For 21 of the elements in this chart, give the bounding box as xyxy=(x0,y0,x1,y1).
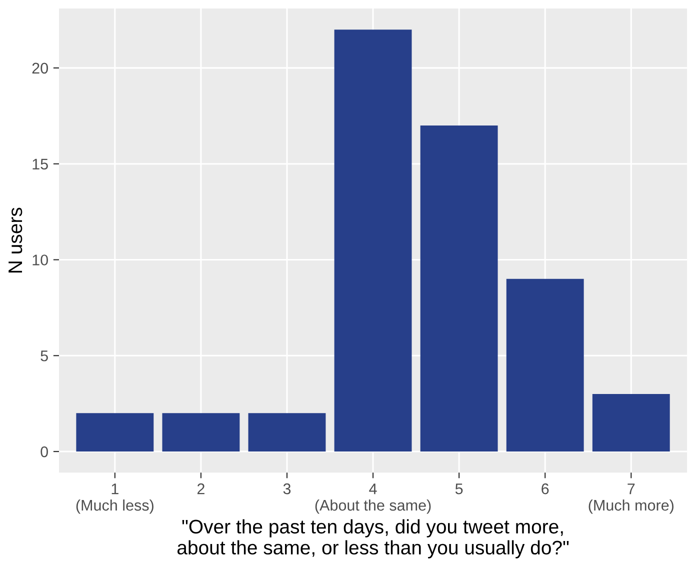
y-tick-label: 5 xyxy=(40,350,48,362)
x-tick-label: 3 xyxy=(283,483,291,494)
y-tick-label: 0 xyxy=(40,446,48,458)
bar xyxy=(506,278,584,452)
y-tick-label: 10 xyxy=(32,254,48,266)
bar xyxy=(334,30,412,452)
x-tick-label: 5 xyxy=(455,484,463,494)
bar xyxy=(420,125,498,452)
bar xyxy=(76,413,154,452)
bar xyxy=(248,413,326,452)
x-tick-label: 2 xyxy=(197,483,204,494)
x-tick-label: 4 (About the same) xyxy=(315,484,431,514)
y-axis-title: N users xyxy=(8,208,22,272)
y-tick-label: 20 xyxy=(32,62,48,74)
bar xyxy=(162,413,240,452)
x-tick-label: 6 xyxy=(542,483,549,494)
y-tick-label: 15 xyxy=(32,158,48,170)
x-tick-label: 7 (Much more) xyxy=(588,484,674,514)
x-tick-label: 1 (Much less) xyxy=(76,484,154,514)
x-axis-title: "Over the past ten days, did you tweet more, about the same, or less than you usually do?" xyxy=(177,519,569,558)
bar xyxy=(592,394,670,452)
